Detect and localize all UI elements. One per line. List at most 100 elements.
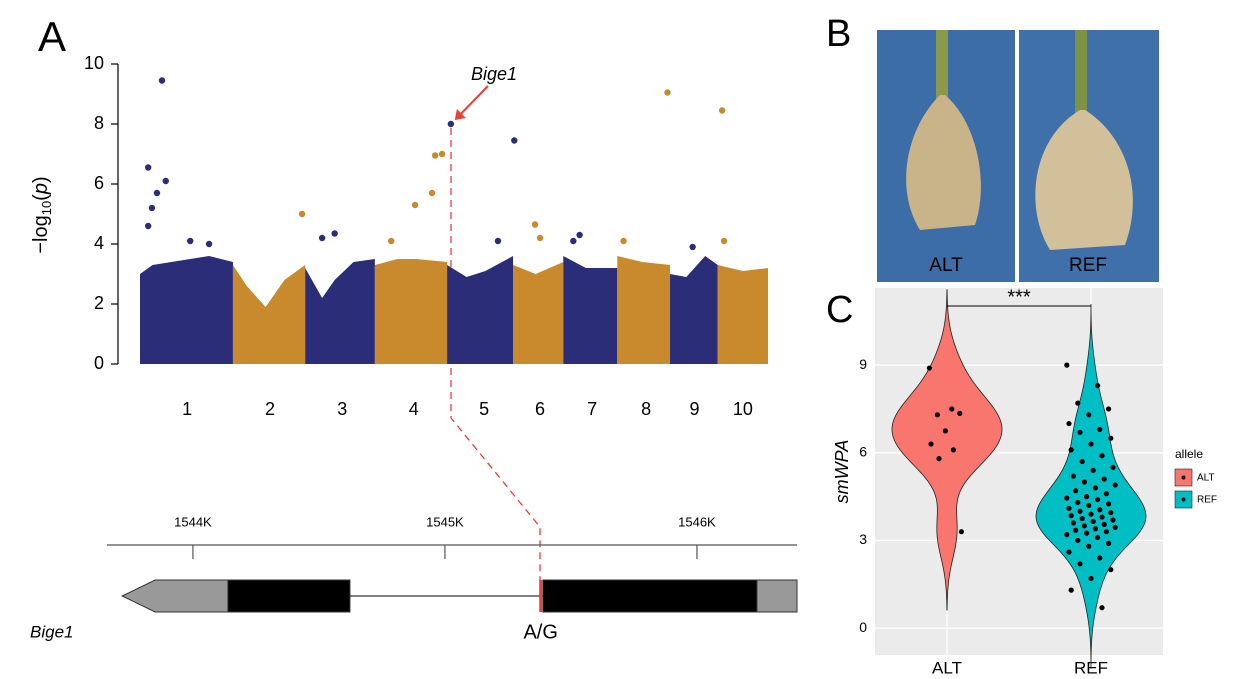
y-tick-label: 8: [94, 113, 104, 133]
x-tick-label: 4: [409, 399, 419, 419]
snp-cloud: [617, 256, 671, 364]
y-tick-label: 6: [859, 444, 867, 460]
snp-point: [411, 201, 419, 209]
x-tick-label: 3: [337, 399, 347, 419]
data-point: [1084, 530, 1090, 536]
panel-letter: C: [826, 289, 853, 331]
data-point: [1090, 518, 1096, 525]
snp-point: [331, 230, 338, 237]
photo-label: ALT: [929, 255, 963, 276]
y-tick-label: 9: [859, 356, 867, 372]
ruler-label: 1546K: [678, 514, 716, 529]
data-point: [1099, 453, 1105, 459]
exon: [227, 579, 351, 613]
photo: ALT REF: [877, 30, 1159, 282]
x-tick-label: 9: [690, 399, 700, 419]
data-point: [1106, 406, 1112, 412]
snp-point: [144, 164, 152, 171]
data-point: [1066, 549, 1072, 555]
snp-cloud: [232, 265, 306, 364]
violin: [891, 289, 1003, 611]
data-point: [1106, 540, 1112, 546]
x-tick-label: ALT: [932, 658, 962, 677]
data-point: [1103, 491, 1109, 497]
data-point: [1110, 464, 1116, 471]
snp-point: [298, 210, 306, 218]
stem: [1075, 30, 1087, 115]
data-point: [1095, 534, 1101, 541]
snp-point: [428, 189, 436, 197]
data-point: [1092, 526, 1098, 532]
data-point: [1084, 494, 1090, 500]
snp-point: [148, 204, 156, 212]
exon: [120, 579, 229, 613]
data-point: [1103, 529, 1109, 535]
y-tick-label: 3: [859, 531, 867, 547]
data-point: [1077, 429, 1083, 435]
data-point: [1066, 505, 1072, 511]
ruler-label: 1545K: [426, 514, 464, 529]
y-axis-label-part: 10: [39, 201, 54, 215]
data-point: [949, 406, 955, 412]
roots: [906, 95, 981, 230]
x-tick-label: 7: [587, 399, 597, 419]
snp-cloud: [140, 256, 233, 364]
data-point: [1079, 515, 1085, 522]
variant: [539, 580, 543, 612]
y-tick-label: 2: [94, 293, 104, 313]
data-point: [942, 428, 949, 434]
data-point: [1075, 499, 1081, 506]
y-tick-label: 0: [859, 619, 867, 635]
snp-point: [620, 237, 627, 245]
data-point: [1099, 605, 1105, 611]
ruler-label: 1544K: [174, 514, 212, 529]
roots: [1035, 110, 1133, 250]
panel-letter: B: [826, 13, 851, 55]
data-point: [1101, 521, 1107, 527]
exon: [756, 579, 798, 613]
y-tick-label: 10: [84, 53, 104, 73]
data-point: [1077, 508, 1083, 514]
data-point: [950, 447, 957, 453]
snp-cloud: [717, 265, 768, 364]
legend-dot: [1181, 475, 1186, 480]
data-point: [1073, 527, 1079, 533]
data-point: [1070, 520, 1076, 526]
data-point: [1092, 485, 1098, 491]
y-axis-label: smWPA: [832, 440, 852, 504]
snp-cloud: [513, 262, 564, 364]
x-tick-label: 6: [535, 399, 545, 419]
snp-point: [162, 177, 169, 185]
y-axis-label: −log10(p): [30, 176, 54, 253]
data-point: [1106, 501, 1112, 507]
y-axis-label-part: (: [30, 194, 52, 201]
panel-letter: A: [38, 13, 66, 60]
snp-point: [718, 107, 726, 114]
snp-cloud: [305, 259, 375, 364]
x-tick-label: 1: [182, 399, 192, 419]
data-point: [1095, 382, 1101, 389]
snp-point: [144, 222, 152, 230]
data-point: [1108, 567, 1114, 573]
snp-cloud: [374, 259, 448, 364]
y-tick-label: 6: [94, 173, 104, 193]
data-point: [936, 456, 942, 462]
snp-point: [536, 234, 544, 242]
data-point: [1075, 537, 1081, 544]
snp-cloud: [563, 256, 618, 364]
x-tick-label: 5: [479, 399, 489, 419]
data-point: [1088, 575, 1094, 582]
data-point: [1101, 476, 1107, 482]
data-point: [1086, 412, 1092, 418]
data-point: [1112, 482, 1118, 488]
x-tick-label: 2: [265, 399, 275, 419]
snp-point: [689, 243, 696, 251]
data-point: [1073, 488, 1079, 494]
data-point: [1066, 420, 1072, 427]
data-point: [1097, 555, 1103, 561]
snp-cloud: [447, 256, 514, 364]
y-axis-label-part: −log: [30, 215, 52, 253]
variant-label: A/G: [523, 621, 557, 643]
snp-point: [153, 189, 161, 197]
